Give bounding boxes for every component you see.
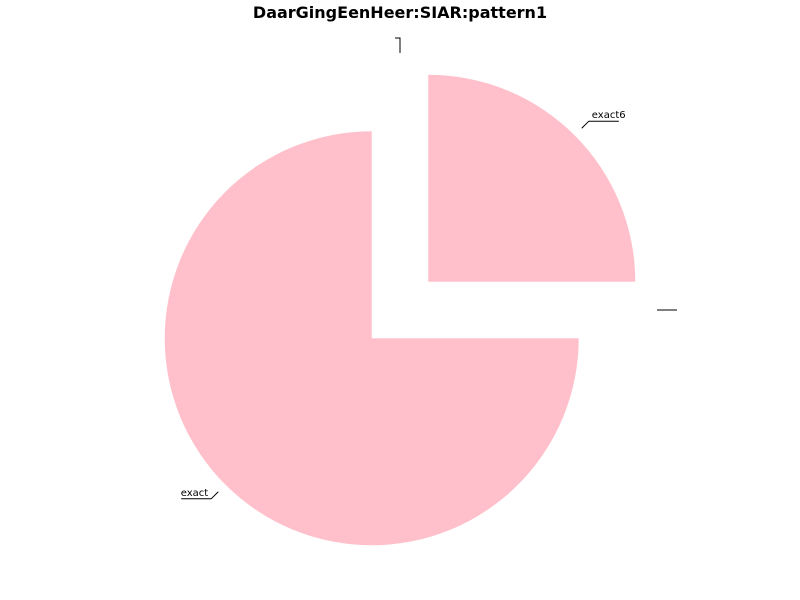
slice-label-exact: exact <box>181 488 209 499</box>
leader-line-exact6 <box>581 120 619 129</box>
leader-line-exact <box>181 491 219 500</box>
slices-layer <box>164 74 636 546</box>
leader-line-unlabeled-0 <box>395 37 401 53</box>
pie-slice-exact <box>164 131 579 546</box>
pie-slice-exact6 <box>428 74 636 282</box>
chart-title: DaarGingEenHeer:SIAR:pattern1 <box>253 3 547 22</box>
labels-layer: exact6 exact <box>181 37 677 500</box>
slice-label-exact6: exact6 <box>592 110 626 121</box>
